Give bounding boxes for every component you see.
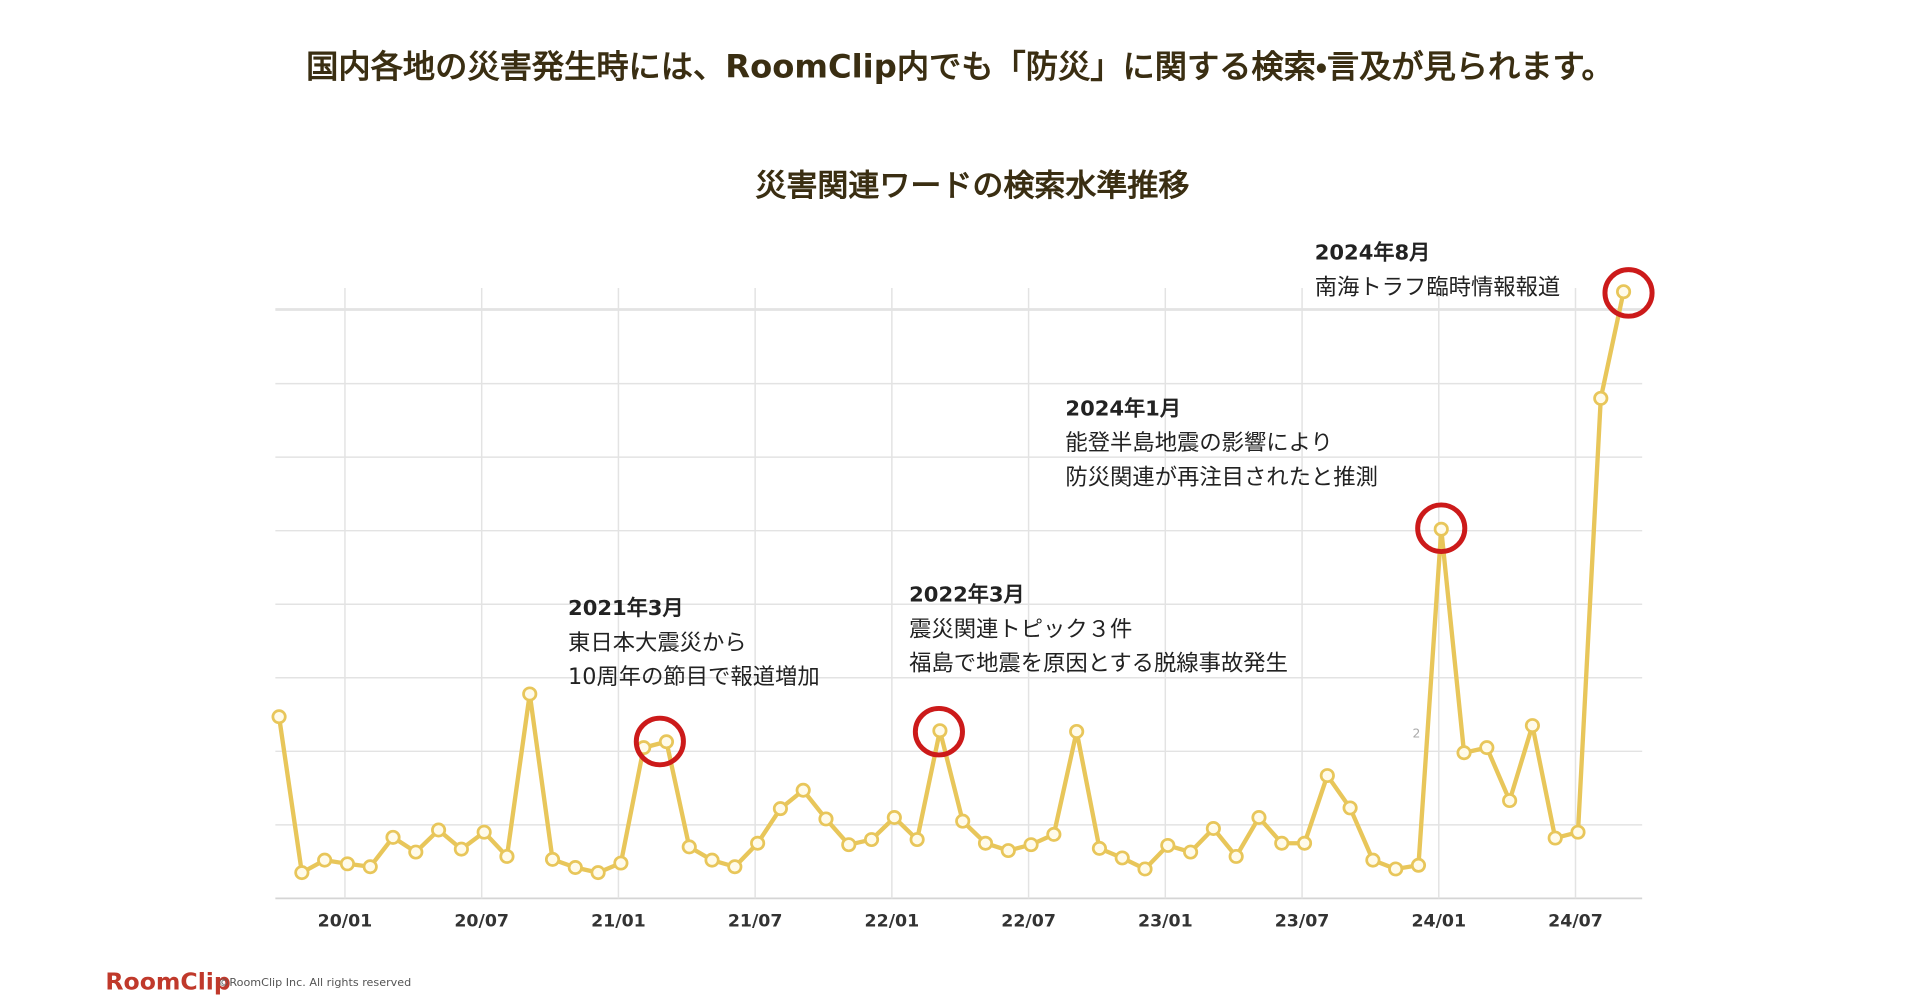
x-tick-label: 22/07: [1001, 912, 1056, 932]
data-point: [339, 856, 355, 872]
chart-title: 災害関連ワードの検索水準推移: [755, 168, 1189, 204]
plot: [271, 284, 1632, 881]
data-point: [567, 860, 583, 875]
data-point: [772, 801, 788, 817]
annotation-text: 震災関連トピック３件: [909, 617, 1132, 643]
data-point: [1091, 840, 1108, 856]
data-point: [1456, 745, 1472, 761]
data-point: [1524, 718, 1540, 734]
data-point: [544, 851, 561, 867]
data-point: [977, 835, 994, 851]
x-tick-label: 21/01: [591, 912, 646, 932]
x-tick-label: 22/01: [865, 912, 920, 932]
data-point: [1479, 740, 1495, 756]
data-point: [1296, 835, 1313, 851]
data-point: [408, 844, 424, 860]
annotation-text: 東日本大震災から: [568, 630, 747, 656]
data-point: [1251, 810, 1267, 825]
data-point: [431, 822, 447, 838]
data-point: [294, 865, 310, 881]
data-point: [955, 813, 971, 829]
data-point: [1023, 837, 1039, 853]
data-point: [362, 859, 378, 875]
annotation-title: 2022年3月: [909, 583, 1024, 607]
data-point: [863, 832, 880, 848]
annotation-text: 防災関連が再注目されたと推測: [1065, 465, 1377, 491]
grid: 20/01 20/07 21/01 21/07 22/01 22/07 23/01 23/07…: [275, 288, 1643, 932]
data-point: [909, 832, 925, 848]
data-point: [1114, 850, 1130, 866]
data-point: [1274, 835, 1290, 851]
data-point: [932, 723, 948, 739]
data-point: [1570, 824, 1586, 840]
data-point: [818, 811, 834, 827]
highlight-circles: [633, 267, 1655, 768]
data-point: [886, 810, 902, 825]
data-point: [1160, 837, 1176, 853]
data-point: [1410, 857, 1427, 873]
data-point: [1615, 284, 1632, 300]
data-point: [590, 865, 606, 881]
stray-label: 2: [1412, 727, 1420, 741]
x-tick-label: 23/01: [1138, 912, 1193, 932]
data-point: [1593, 390, 1609, 406]
data-point: [795, 782, 811, 798]
data-point: [658, 734, 675, 750]
data-point: [1046, 826, 1062, 842]
data-point: [522, 686, 538, 702]
data-point: [727, 859, 743, 875]
x-tick-label: 23/07: [1275, 912, 1330, 932]
data-point: [704, 852, 720, 868]
annotation-title: 2021年3月: [568, 596, 683, 620]
data-point: [1342, 800, 1358, 816]
x-tick-label: 24/07: [1548, 912, 1603, 932]
data-point: [1319, 768, 1335, 784]
highlight-circle: [633, 715, 686, 768]
annotation-text: 10周年の節目で報道増加: [568, 664, 820, 690]
data-point: [750, 835, 766, 851]
data-point: [385, 829, 401, 845]
data-point: [613, 855, 629, 871]
data-point: [681, 839, 697, 855]
highlight-circle: [912, 705, 965, 758]
annotation-title: 2024年8月: [1315, 241, 1430, 265]
data-point: [1547, 830, 1563, 846]
data-point: [1388, 861, 1404, 877]
annotation-text: 福島で地震を原因とする脱線事故発生: [909, 651, 1288, 677]
x-tick-label: 24/01: [1411, 912, 1466, 932]
data-point: [499, 848, 515, 864]
headline: 国内各地の災害発生時には、RoomClip内でも「防災」に関する検索・言及が見ら…: [306, 48, 1614, 86]
data-point: [1502, 793, 1518, 809]
annotation-title: 2024年1月: [1065, 396, 1180, 420]
highlight-circle: [1602, 267, 1655, 319]
data-point: [453, 841, 469, 857]
footer-copyright: ©RoomClip Inc. All rights reserved: [218, 976, 411, 989]
data-point: [1228, 848, 1244, 864]
data-point: [1000, 843, 1016, 859]
annotation-text: 南海トラフ臨時情報報道: [1315, 275, 1561, 301]
data-point: [1069, 723, 1085, 739]
data-point: [476, 824, 492, 840]
x-tick-label: 20/07: [454, 912, 509, 932]
x-tick-label: 21/07: [728, 912, 783, 932]
annotation-text: 能登半島地震の影響により: [1065, 430, 1332, 456]
x-tick-label: 20/01: [318, 912, 373, 932]
data-point: [317, 852, 333, 868]
data-point: [1137, 861, 1153, 877]
data-point: [1433, 521, 1449, 537]
data-point: [1205, 821, 1221, 836]
data-point: [1365, 852, 1381, 868]
data-point: [271, 709, 287, 725]
highlight-circle: [1415, 502, 1468, 554]
data-point: [841, 837, 857, 853]
data-point: [1183, 844, 1199, 860]
footer-logo: RoomClip: [105, 968, 230, 996]
